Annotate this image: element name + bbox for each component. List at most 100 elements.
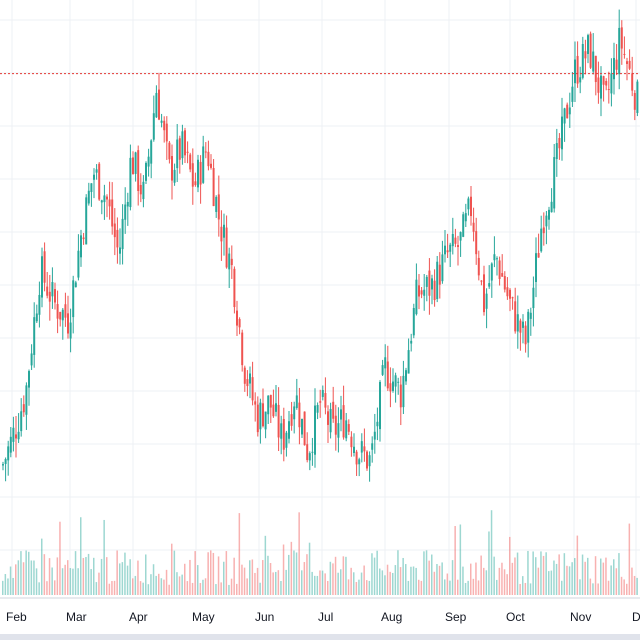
volume-bars [2, 510, 638, 595]
volume-bar [532, 551, 534, 595]
candle-down [54, 289, 56, 303]
candle-down [246, 379, 249, 387]
candle-down [498, 260, 501, 280]
volume-bar [587, 557, 589, 595]
volume-bar [171, 543, 173, 595]
candle-down [277, 404, 280, 438]
volume-bar [269, 563, 272, 595]
candle-down [399, 384, 402, 408]
candle-up [459, 232, 462, 241]
candle-down [251, 377, 254, 401]
candle-down [67, 313, 69, 334]
candle-up [28, 371, 30, 388]
volume-bar [256, 567, 259, 595]
volume-bar [527, 550, 529, 595]
volume-bar [72, 568, 74, 595]
candle-up [103, 195, 106, 203]
month-label-dec: Dec [632, 610, 640, 624]
volume-bar [514, 557, 516, 595]
candle-up [431, 278, 433, 290]
candle-up [119, 247, 121, 254]
candle-up [129, 157, 132, 208]
volume-bar [238, 513, 241, 595]
month-label-jul: Jul [318, 610, 333, 624]
candle-down [116, 229, 119, 248]
candle-up [77, 250, 80, 278]
candle-down [220, 226, 223, 242]
volume-bar [165, 569, 168, 595]
candle-down [503, 276, 506, 290]
volume-bar [74, 551, 77, 595]
candle-up [197, 159, 199, 188]
candle-up [402, 375, 405, 408]
candle-down [59, 311, 62, 320]
candle-up [288, 421, 290, 439]
volume-bar [579, 579, 581, 595]
volume-bar [488, 531, 490, 595]
volume-bar [548, 571, 550, 595]
volume-bar [194, 551, 196, 595]
candle-down [98, 163, 101, 200]
volume-bar [220, 582, 222, 595]
volume-bar [210, 550, 212, 595]
candle-up [516, 314, 519, 332]
candle-up [121, 218, 124, 250]
candle-down [137, 150, 140, 192]
volume-bar [199, 582, 202, 595]
candle-up [553, 157, 556, 209]
candle-down [511, 297, 514, 299]
candle-up [134, 152, 137, 174]
candle-down [620, 27, 623, 49]
candle-down [64, 304, 67, 318]
volume-bar [64, 564, 66, 595]
month-label-apr: Apr [129, 610, 148, 624]
candle-down [480, 280, 483, 282]
volume-bar [516, 552, 519, 595]
volume-bar [308, 542, 311, 595]
volume-bar [321, 570, 324, 595]
volume-bar [217, 556, 220, 595]
volume-bar [368, 580, 371, 595]
volume-bar [230, 578, 233, 595]
candle-up [353, 446, 355, 453]
month-label-sep: Sep [445, 610, 467, 624]
candle-up [410, 340, 413, 344]
month-label-oct: Oct [506, 610, 525, 624]
candle-up [87, 190, 90, 204]
candle-down [477, 257, 480, 276]
candle-up [368, 455, 371, 467]
horizontal-scrollbar[interactable] [0, 634, 640, 640]
volume-bar [9, 566, 12, 595]
candle-up [9, 436, 12, 453]
volume-bar [121, 562, 124, 595]
volume-bar [67, 560, 69, 595]
volume-bar [106, 557, 108, 595]
volume-bar [550, 570, 553, 595]
volume-bar [77, 568, 79, 595]
volume-bar [496, 579, 498, 595]
candle-down [472, 222, 475, 232]
volume-bar [506, 574, 508, 595]
candle-down [597, 77, 600, 93]
candle-down [256, 404, 259, 433]
candle-down [475, 231, 478, 255]
candle-down [446, 250, 449, 253]
candle-up [490, 263, 493, 281]
candle-down [298, 402, 301, 428]
volume-bar [449, 580, 451, 595]
volume-bar [275, 571, 277, 595]
candle-up [4, 459, 7, 464]
candle-up [147, 156, 150, 167]
candle-down [210, 163, 212, 168]
volume-bar [46, 581, 48, 595]
volume-bar [399, 567, 402, 595]
candle-up [444, 245, 446, 255]
volume-bar [158, 573, 160, 595]
volume-bar [363, 565, 365, 595]
candle-up [267, 395, 270, 415]
candle-up [264, 411, 267, 430]
volume-bar [249, 560, 251, 595]
volume-bar [345, 556, 347, 595]
volume-bar [191, 582, 194, 595]
